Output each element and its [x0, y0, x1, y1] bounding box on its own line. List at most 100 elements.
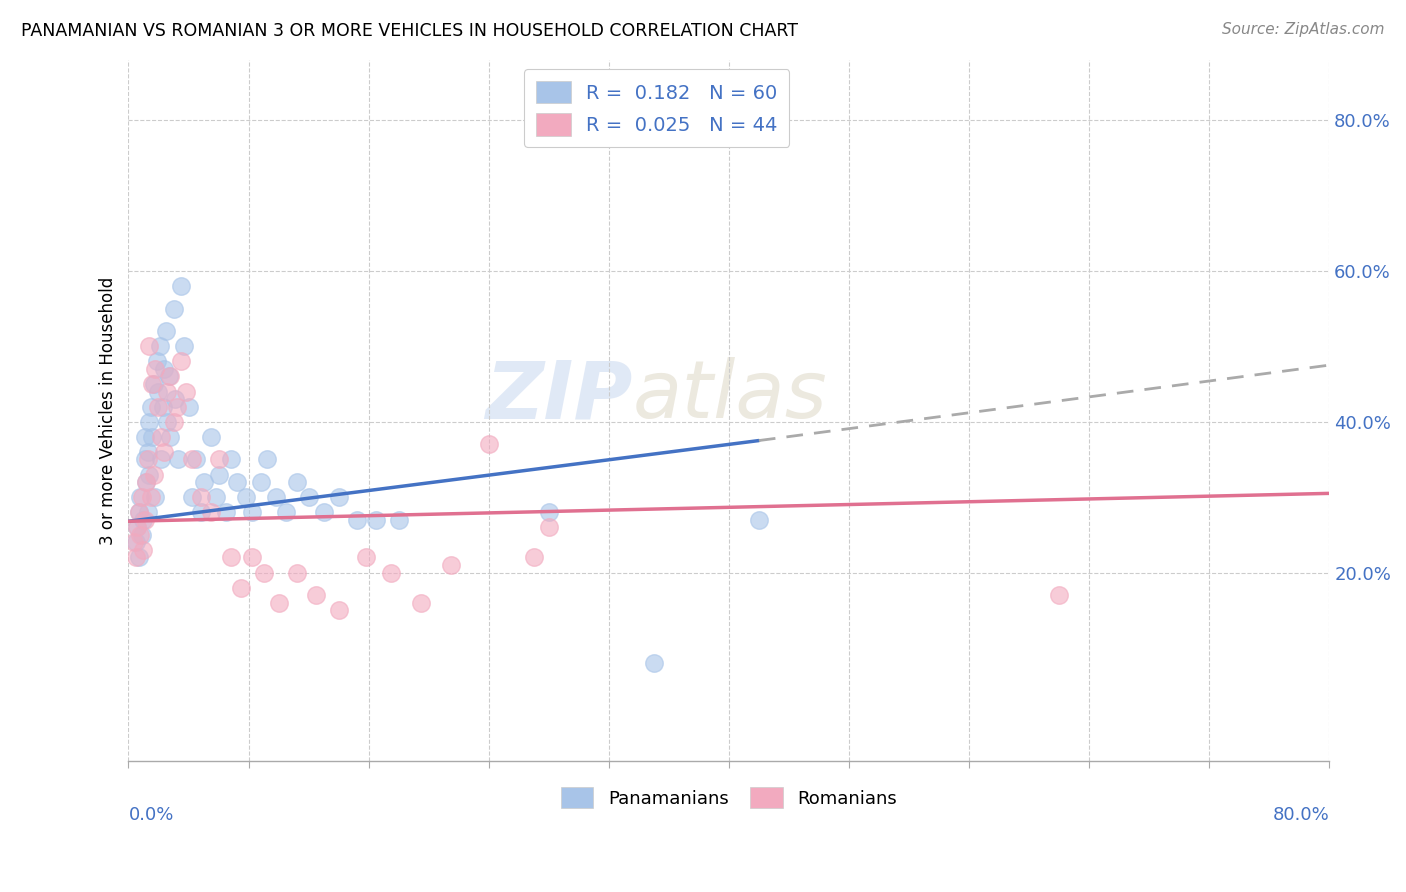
Point: [162, 301, 184, 316]
Point: [135, 475, 157, 489]
Point: [225, 475, 247, 489]
Point: [346, 513, 368, 527]
Point: [285, 566, 308, 580]
Text: 0.0%: 0.0%: [128, 806, 174, 824]
Point: [125, 550, 148, 565]
Point: [156, 384, 179, 399]
Point: [204, 490, 226, 504]
Point: [159, 430, 181, 444]
Point: [148, 384, 170, 399]
Point: [219, 550, 242, 565]
Point: [240, 505, 263, 519]
Point: [170, 354, 193, 368]
Point: [162, 415, 184, 429]
Point: [157, 369, 180, 384]
Y-axis label: 3 or more Vehicles in Household: 3 or more Vehicles in Household: [100, 277, 117, 544]
Point: [135, 475, 157, 489]
Point: [134, 513, 156, 527]
Point: [138, 415, 160, 429]
Point: [139, 400, 162, 414]
Point: [128, 550, 150, 565]
Point: [229, 581, 252, 595]
Point: [153, 445, 176, 459]
Point: [149, 339, 172, 353]
Point: [411, 596, 433, 610]
Point: [153, 362, 176, 376]
Point: [155, 324, 177, 338]
Point: [297, 490, 319, 504]
Point: [170, 279, 193, 293]
Point: [190, 490, 212, 504]
Point: [136, 452, 159, 467]
Point: [132, 543, 155, 558]
Point: [134, 452, 156, 467]
Point: [200, 505, 222, 519]
Point: [143, 376, 166, 391]
Point: [139, 490, 162, 504]
Point: [537, 520, 560, 534]
Text: Source: ZipAtlas.com: Source: ZipAtlas.com: [1222, 22, 1385, 37]
Legend: Panamanians, Romanians: Panamanians, Romanians: [554, 780, 904, 815]
Point: [312, 505, 335, 519]
Point: [125, 535, 148, 549]
Point: [141, 430, 163, 444]
Point: [128, 505, 150, 519]
Point: [156, 415, 179, 429]
Point: [200, 430, 222, 444]
Point: [152, 400, 174, 414]
Text: atlas: atlas: [633, 358, 828, 435]
Point: [145, 490, 167, 504]
Point: [145, 362, 167, 376]
Point: [167, 452, 190, 467]
Text: 80.0%: 80.0%: [1272, 806, 1329, 824]
Point: [129, 490, 152, 504]
Point: [190, 505, 212, 519]
Point: [249, 475, 271, 489]
Point: [127, 520, 149, 534]
Point: [274, 505, 297, 519]
Point: [177, 400, 200, 414]
Point: [354, 550, 377, 565]
Point: [328, 603, 350, 617]
Point: [380, 566, 402, 580]
Point: [207, 467, 229, 482]
Point: [138, 339, 160, 353]
Point: [252, 566, 274, 580]
Point: [1047, 588, 1070, 602]
Point: [235, 490, 257, 504]
Point: [128, 505, 150, 519]
Point: [285, 475, 308, 489]
Point: [215, 505, 238, 519]
Point: [131, 490, 153, 504]
Point: [207, 452, 229, 467]
Point: [146, 354, 169, 368]
Point: [193, 475, 215, 489]
Point: [124, 535, 146, 549]
Text: PANAMANIAN VS ROMANIAN 3 OR MORE VEHICLES IN HOUSEHOLD CORRELATION CHART: PANAMANIAN VS ROMANIAN 3 OR MORE VEHICLE…: [21, 22, 799, 40]
Point: [129, 528, 152, 542]
Point: [264, 490, 287, 504]
Point: [138, 467, 160, 482]
Point: [478, 437, 501, 451]
Point: [174, 384, 197, 399]
Point: [643, 656, 665, 670]
Point: [127, 520, 149, 534]
Point: [305, 588, 328, 602]
Point: [132, 513, 155, 527]
Point: [150, 430, 173, 444]
Point: [180, 490, 202, 504]
Point: [166, 400, 188, 414]
Point: [163, 392, 186, 406]
Point: [148, 400, 170, 414]
Point: [748, 513, 770, 527]
Point: [537, 505, 560, 519]
Point: [184, 452, 207, 467]
Point: [523, 550, 546, 565]
Point: [256, 452, 278, 467]
Point: [219, 452, 242, 467]
Point: [136, 445, 159, 459]
Point: [440, 558, 463, 572]
Text: ZIP: ZIP: [485, 358, 633, 435]
Point: [159, 369, 181, 384]
Point: [134, 430, 156, 444]
